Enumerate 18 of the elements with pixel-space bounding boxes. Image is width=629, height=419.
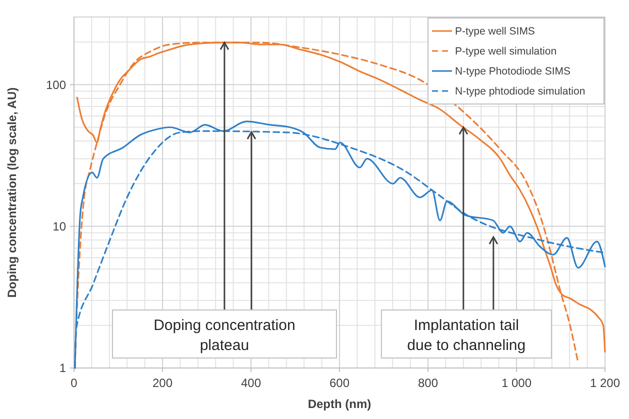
x-tick-label: 1 200 bbox=[590, 376, 620, 390]
x-tick-label: 400 bbox=[240, 376, 262, 390]
x-tick-label: 600 bbox=[329, 376, 350, 390]
legend-label: N-type phtodiode simulation bbox=[455, 86, 586, 98]
x-axis-title: Depth (nm) bbox=[308, 397, 372, 411]
annotation: Implantation tail due to channeling bbox=[407, 317, 526, 354]
x-tick-label: 0 bbox=[70, 376, 78, 390]
x-tick-label: 200 bbox=[152, 376, 173, 390]
legend-label: P-type well simulation bbox=[455, 46, 557, 58]
x-tick-label: 800 bbox=[418, 376, 438, 390]
legend-label: N-type Photodiode SIMS bbox=[455, 66, 571, 78]
annotation: Doping concentration plateau bbox=[154, 317, 296, 354]
y-tick-label: 100 bbox=[46, 78, 66, 92]
y-tick-label: 1 bbox=[59, 361, 66, 376]
y-axis-title: Doping concentration (log scale, AU) bbox=[5, 87, 19, 298]
y-tick-label: 10 bbox=[52, 220, 66, 234]
x-tick-label: 1 000 bbox=[501, 376, 532, 390]
legend-label: P-type well SIMS bbox=[455, 26, 535, 38]
